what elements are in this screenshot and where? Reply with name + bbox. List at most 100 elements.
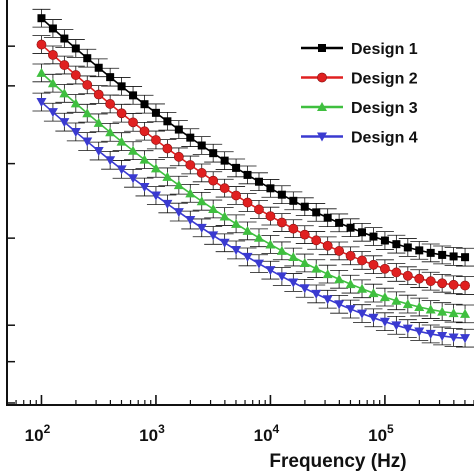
data-point — [197, 141, 206, 150]
data-point — [117, 82, 126, 91]
data-point — [357, 309, 368, 319]
data-point — [150, 163, 161, 173]
data-point — [368, 288, 379, 298]
data-point — [196, 168, 207, 178]
data-point — [299, 284, 310, 294]
data-point — [300, 202, 309, 211]
data-point — [358, 228, 367, 237]
data-point — [345, 279, 356, 289]
data-point — [151, 108, 160, 117]
x-tick-label-2: 102 — [25, 422, 51, 445]
series-3 — [32, 63, 474, 324]
data-point — [334, 274, 345, 284]
data-point — [93, 89, 104, 100]
data-point — [150, 191, 161, 201]
data-point — [151, 135, 161, 145]
data-point — [379, 317, 390, 327]
data-point — [208, 175, 219, 186]
data-point — [139, 183, 150, 193]
triangle-up-marker-icon — [317, 102, 327, 111]
data-point — [59, 60, 70, 70]
data-point — [196, 223, 207, 233]
data-point — [70, 98, 81, 108]
data-point — [174, 125, 183, 134]
data-point — [368, 313, 379, 323]
data-point — [36, 39, 47, 50]
data-point — [449, 252, 458, 261]
data-point — [276, 217, 287, 228]
data-point — [448, 333, 459, 343]
data-point — [346, 223, 355, 232]
data-point — [334, 300, 345, 310]
data-point — [47, 108, 58, 118]
data-point — [254, 177, 263, 186]
data-point — [208, 203, 219, 213]
data-point — [357, 283, 368, 293]
data-point — [277, 190, 286, 199]
data-point — [185, 160, 196, 170]
data-point — [196, 196, 207, 206]
data-point — [391, 321, 402, 331]
data-point — [162, 171, 173, 181]
legend-entry-2: Design 2 — [301, 71, 418, 88]
circle-marker-icon — [317, 72, 327, 83]
data-point — [403, 243, 412, 252]
data-point — [185, 216, 196, 226]
x-axis-title: Frequency (Hz) — [269, 451, 406, 472]
data-point — [380, 236, 389, 245]
x-tick-label-4: 104 — [254, 422, 280, 445]
data-point — [185, 188, 196, 198]
data-point — [414, 302, 425, 312]
data-point — [94, 63, 103, 72]
data-point — [322, 295, 333, 305]
data-point — [402, 270, 413, 281]
data-point — [448, 279, 459, 290]
data-point — [93, 117, 104, 127]
legend-label: Design 4 — [351, 130, 418, 147]
x-axis-ticks — [6, 395, 474, 405]
data-point — [116, 165, 127, 175]
data-point — [128, 174, 139, 184]
data-point — [186, 133, 195, 142]
data-point — [231, 190, 241, 201]
legend-label: Design 2 — [351, 71, 418, 88]
data-point — [253, 232, 264, 242]
data-point — [231, 218, 242, 228]
square-marker-icon — [318, 44, 326, 52]
data-point — [37, 14, 46, 23]
data-point — [460, 334, 471, 344]
legend-entry-3: Design 3 — [301, 100, 418, 117]
data-point — [219, 183, 230, 194]
plot-area — [32, 8, 474, 348]
data-point — [128, 117, 138, 128]
data-point — [242, 197, 253, 208]
data-point — [208, 231, 219, 241]
data-point — [438, 250, 447, 259]
x-tick-label-3: 103 — [139, 422, 165, 445]
data-point — [391, 295, 402, 305]
data-point — [106, 73, 115, 82]
data-point — [437, 278, 448, 289]
data-point — [139, 126, 150, 137]
data-point — [323, 213, 332, 222]
x-tick-labels: 102 103 104 105 — [25, 422, 394, 445]
data-point — [105, 127, 116, 137]
data-point — [83, 54, 92, 63]
data-point — [311, 263, 322, 273]
data-point — [460, 280, 470, 291]
data-point — [219, 238, 230, 248]
data-point — [299, 229, 310, 240]
data-point — [60, 34, 69, 43]
data-point — [242, 225, 253, 235]
series-layer — [32, 8, 474, 348]
data-point — [425, 276, 436, 287]
data-point — [82, 137, 93, 147]
data-point — [36, 67, 47, 77]
data-point — [219, 211, 230, 221]
data-point — [48, 49, 58, 60]
data-point — [276, 272, 287, 282]
data-point — [105, 99, 116, 109]
data-point — [128, 145, 139, 155]
data-point — [220, 156, 229, 165]
data-point — [402, 299, 413, 309]
